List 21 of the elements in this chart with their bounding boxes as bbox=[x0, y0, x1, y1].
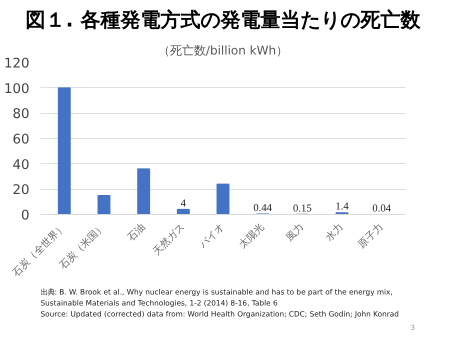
data-label: 4 bbox=[180, 198, 187, 210]
x-tick-label: 天然ガス bbox=[150, 220, 188, 258]
y-tick-label: 40 bbox=[12, 158, 30, 173]
x-tick-label: 原子力 bbox=[356, 220, 386, 251]
x-tick-label: 太陽光 bbox=[236, 220, 267, 251]
data-label: 0.04 bbox=[372, 203, 392, 214]
y-tick-label: 0 bbox=[21, 208, 30, 224]
chart-title: 図１. 各種発電方式の発電量当たりの死亡数 bbox=[26, 8, 422, 32]
data-label: 0.44 bbox=[253, 202, 273, 214]
x-tick-label: 水力 bbox=[323, 220, 346, 244]
y-tick-label: 60 bbox=[12, 132, 30, 148]
y-tick-label: 80 bbox=[12, 107, 30, 122]
x-tick-label: バイオ bbox=[197, 222, 227, 252]
x-tick-label: 風力 bbox=[284, 220, 306, 244]
x-tick-label: 石油 bbox=[124, 220, 148, 244]
data-label: 1.4 bbox=[335, 202, 350, 213]
chart-subtitle: （死亡数/billion kWh） bbox=[158, 44, 288, 58]
y-tick-label: 120 bbox=[4, 56, 30, 72]
y-tick-label: 20 bbox=[12, 183, 30, 198]
y-tick-label: 100 bbox=[4, 82, 30, 97]
data-label: 0.15 bbox=[293, 203, 312, 214]
